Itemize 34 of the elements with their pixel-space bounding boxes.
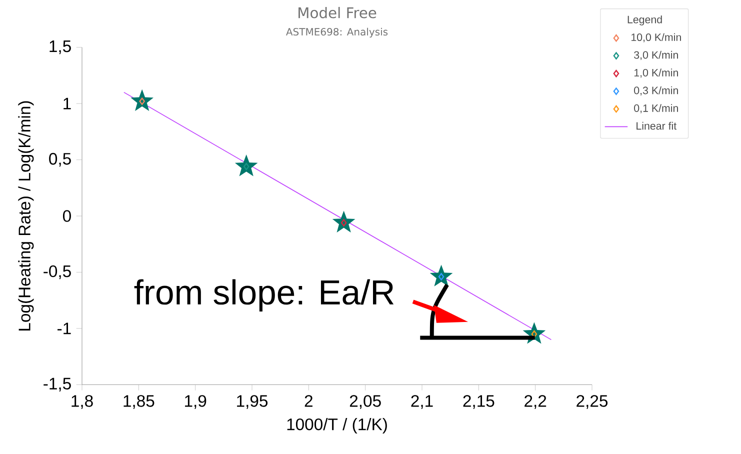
- legend-label: 0,3 K/min: [634, 86, 678, 96]
- legend-label: 10,0 K/min: [631, 33, 681, 42]
- y-tick-label: -0,5: [44, 265, 71, 280]
- x-tick-label: 2,05: [350, 395, 381, 409]
- annotation: from slope: Ea/R: [134, 279, 394, 312]
- legend-label: 1,0 K/min: [634, 68, 678, 78]
- legend-label: 3,0 K/min: [634, 50, 678, 60]
- x-tick-label: 2,15: [463, 395, 494, 409]
- x-tick-label: 2,25: [576, 395, 608, 409]
- point: [438, 273, 444, 280]
- chart-subtitle: ASTME698: Analysis: [286, 28, 388, 38]
- point: [340, 219, 347, 226]
- y-tick-label: -1,5: [44, 378, 71, 392]
- x-tick-label: 2: [304, 395, 312, 407]
- x-tick-label: 1,9: [185, 395, 206, 409]
- legend-title: Legend: [628, 15, 662, 26]
- chart-title: Model Free: [298, 6, 376, 18]
- legend-label: 0,1 K/min: [634, 104, 678, 114]
- point: [243, 162, 250, 170]
- y-tick-label: -1: [58, 322, 71, 334]
- x-tick-label: 2,2: [524, 395, 546, 409]
- y-tick-label: 1: [64, 98, 71, 110]
- y-tick-label: 0: [62, 210, 71, 222]
- y-axis-title: Log(Heating Rate) / Log(K/min): [18, 101, 34, 330]
- point: [531, 330, 538, 338]
- legend-label: Linear fit: [636, 122, 677, 130]
- x-tick-label: 1,85: [124, 395, 154, 409]
- y-tick-label: 1,5: [50, 40, 71, 54]
- x-tick-label: 2,1: [411, 395, 433, 409]
- y-tick-label: 0,5: [49, 152, 71, 167]
- point: [139, 98, 145, 105]
- x-tick-label: 1,95: [237, 395, 268, 409]
- x-axis-title: 1000/T / (1/K): [287, 418, 387, 434]
- x-tick-label: 1,8: [72, 395, 93, 409]
